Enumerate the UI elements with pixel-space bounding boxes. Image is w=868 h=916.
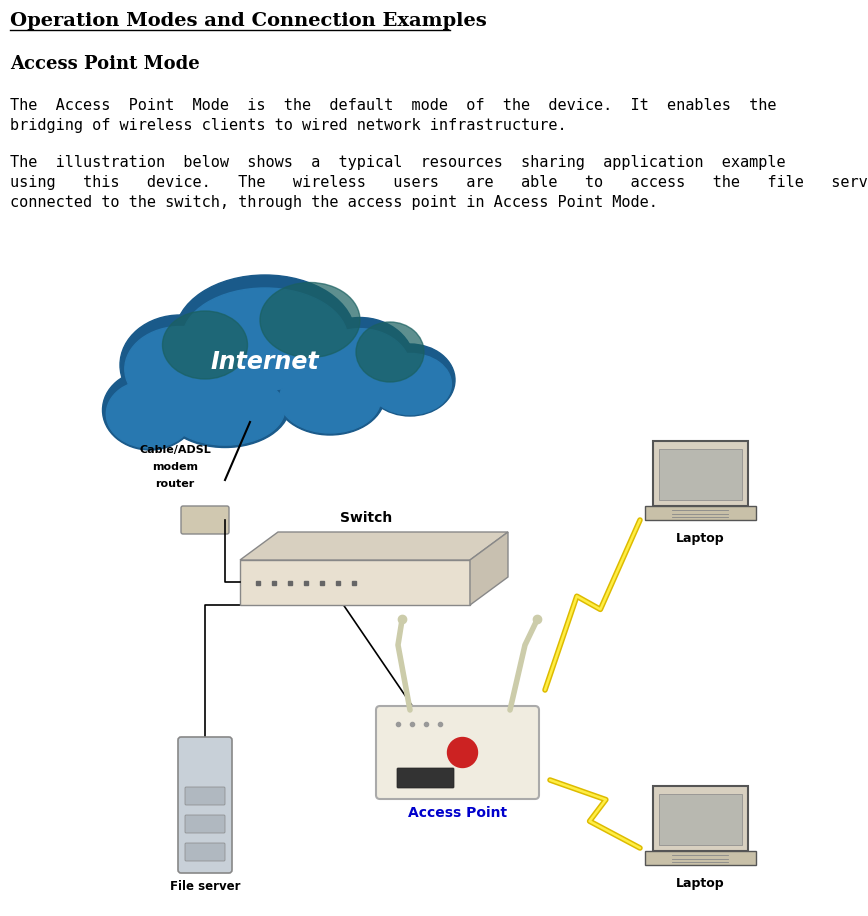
Ellipse shape xyxy=(106,380,194,448)
Polygon shape xyxy=(240,560,470,605)
Text: router: router xyxy=(155,479,194,489)
Ellipse shape xyxy=(369,354,451,415)
Text: Internet: Internet xyxy=(211,350,319,374)
Ellipse shape xyxy=(356,322,424,382)
FancyBboxPatch shape xyxy=(178,737,232,873)
Circle shape xyxy=(448,737,477,768)
Text: Access Point: Access Point xyxy=(408,806,507,820)
Text: bridging of wireless clients to wired network infrastructure.: bridging of wireless clients to wired ne… xyxy=(10,118,567,133)
Text: Cable/ADSL: Cable/ADSL xyxy=(139,445,211,455)
Polygon shape xyxy=(659,794,741,845)
Text: Switch: Switch xyxy=(340,511,392,525)
Polygon shape xyxy=(659,449,741,500)
Text: The  Access  Point  Mode  is  the  default  mode  of  the  device.  It  enables : The Access Point Mode is the default mod… xyxy=(10,98,777,113)
Ellipse shape xyxy=(162,311,247,379)
Ellipse shape xyxy=(125,326,235,411)
Ellipse shape xyxy=(260,282,360,357)
Polygon shape xyxy=(645,851,755,865)
Polygon shape xyxy=(653,786,747,851)
FancyBboxPatch shape xyxy=(397,768,454,788)
Text: modem: modem xyxy=(152,462,198,472)
Ellipse shape xyxy=(160,363,290,448)
Ellipse shape xyxy=(275,355,385,435)
Polygon shape xyxy=(240,532,508,560)
Ellipse shape xyxy=(165,373,285,445)
Ellipse shape xyxy=(279,365,380,433)
Polygon shape xyxy=(470,532,508,605)
Polygon shape xyxy=(645,506,755,520)
FancyBboxPatch shape xyxy=(185,843,225,861)
Ellipse shape xyxy=(305,318,415,412)
Text: using   this   device.   The   wireless   users   are   able   to   access   the: using this device. The wireless users ar… xyxy=(10,175,868,190)
Ellipse shape xyxy=(182,288,348,390)
Polygon shape xyxy=(653,441,747,506)
Text: Operation Modes and Connection Examples: Operation Modes and Connection Examples xyxy=(10,12,487,30)
Text: Laptop: Laptop xyxy=(675,532,724,545)
Text: The  illustration  below  shows  a  typical  resources  sharing  application  ex: The illustration below shows a typical r… xyxy=(10,155,786,170)
Text: File server: File server xyxy=(170,880,240,893)
Text: Laptop: Laptop xyxy=(675,877,724,890)
FancyBboxPatch shape xyxy=(185,787,225,805)
Text: connected to the switch, through the access point in Access Point Mode.: connected to the switch, through the acc… xyxy=(10,195,658,210)
Ellipse shape xyxy=(120,315,240,415)
Ellipse shape xyxy=(309,329,411,409)
FancyBboxPatch shape xyxy=(181,506,229,534)
Ellipse shape xyxy=(365,344,455,416)
Ellipse shape xyxy=(175,275,355,395)
FancyBboxPatch shape xyxy=(376,706,539,799)
Ellipse shape xyxy=(102,370,198,450)
FancyBboxPatch shape xyxy=(185,815,225,833)
Text: Access Point Mode: Access Point Mode xyxy=(10,55,200,73)
